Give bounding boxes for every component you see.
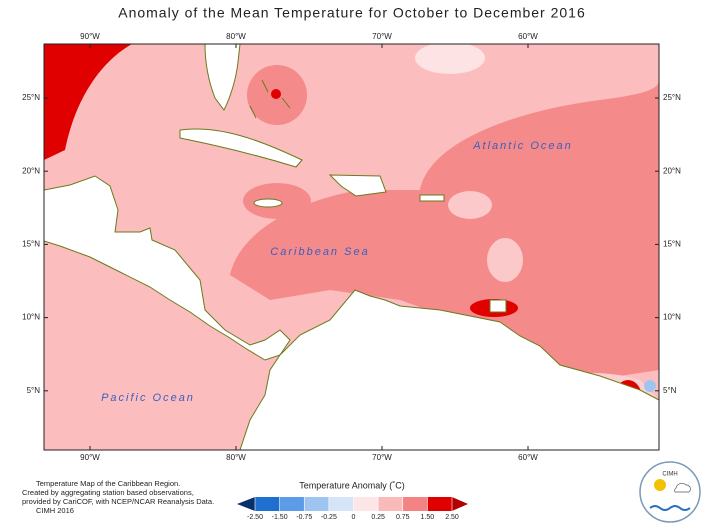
colorbar-label: -1.50 bbox=[272, 514, 288, 521]
caption-line: Temperature Map of the Caribbean Region. bbox=[36, 479, 180, 488]
anomaly-zone bbox=[644, 380, 656, 392]
land bbox=[328, 174, 387, 197]
lat-label: 15°N bbox=[22, 240, 40, 249]
lat-label: 20°N bbox=[22, 166, 40, 175]
colorbar-label: 0.25 bbox=[371, 514, 385, 521]
caption-line: provided by CariCOF, with NCEP/NCAR Rean… bbox=[22, 497, 214, 506]
logo-sun bbox=[654, 479, 666, 491]
colorbar-segment bbox=[353, 497, 379, 511]
colorbar-end bbox=[452, 497, 468, 511]
colorbar-segment bbox=[279, 497, 305, 511]
colorbar-label: -0.75 bbox=[296, 514, 312, 521]
map: 90°W 90°W 80°W 80°W 70°W 70°W 60°W 60°W 25°N 25°N… bbox=[22, 32, 681, 462]
anomaly-zone bbox=[487, 238, 523, 282]
lon-label: 60°W bbox=[518, 453, 538, 462]
colorbar-label: 0 bbox=[352, 514, 356, 521]
land bbox=[204, 44, 241, 111]
colorbar-segment bbox=[304, 497, 329, 511]
colorbar-label: 1.50 bbox=[421, 514, 435, 521]
colorbar-segment bbox=[255, 497, 280, 511]
logo-text: CIMH bbox=[662, 472, 677, 478]
logo-waves bbox=[649, 505, 691, 511]
sea-label: Caribbean Sea bbox=[270, 246, 369, 258]
lat-label: 5°N bbox=[663, 386, 677, 395]
anomaly-zone bbox=[230, 80, 659, 385]
land bbox=[249, 79, 291, 119]
colorbar-label: -0.25 bbox=[321, 514, 337, 521]
lon-label: 80°W bbox=[226, 453, 246, 462]
logo-cloud bbox=[674, 483, 691, 493]
lon-label: 80°W bbox=[226, 32, 246, 41]
ocean-label: Atlantic Ocean bbox=[472, 140, 573, 152]
lon-label: 60°W bbox=[518, 32, 538, 41]
lat-label: 15°N bbox=[663, 240, 681, 249]
land bbox=[44, 175, 291, 361]
map-frame bbox=[43, 43, 660, 451]
lat-label: 25°N bbox=[663, 93, 681, 102]
caption-line: CIMH 2016 bbox=[36, 506, 74, 515]
lon-label: 70°W bbox=[372, 453, 392, 462]
colorbar-segment bbox=[402, 497, 428, 511]
land bbox=[179, 128, 303, 168]
lon-label: 70°W bbox=[372, 32, 392, 41]
caption: Temperature Map of the Caribbean Region.… bbox=[22, 479, 214, 515]
legend-title: Temperature Anomaly (˚C) bbox=[299, 480, 405, 490]
anomaly-zone bbox=[44, 44, 132, 160]
lat-label: 10°N bbox=[663, 313, 681, 322]
caption-line: Created by aggregating station based obs… bbox=[22, 488, 194, 497]
map-title: Anomaly of the Mean Temperature for Octo… bbox=[118, 5, 586, 21]
colorbar-label: 2.50 bbox=[445, 514, 459, 521]
land bbox=[253, 198, 283, 208]
anomaly-zone bbox=[448, 191, 492, 219]
colorbar-segment bbox=[427, 497, 452, 511]
land bbox=[239, 289, 659, 450]
lon-label: 90°W bbox=[80, 453, 100, 462]
lat-label: 20°N bbox=[663, 166, 681, 175]
logo: CIMH bbox=[639, 461, 701, 523]
lon-label: 90°W bbox=[80, 32, 100, 41]
legend: Temperature Anomaly (˚C) -2.50 -1.50 -0.75… bbox=[237, 480, 468, 521]
anomaly-zone bbox=[415, 44, 485, 74]
land bbox=[419, 194, 445, 202]
land bbox=[489, 299, 507, 313]
colorbar-end bbox=[237, 497, 255, 511]
lat-label: 25°N bbox=[22, 93, 40, 102]
ocean-label: Pacific Ocean bbox=[101, 392, 195, 404]
anomaly-zone bbox=[271, 89, 281, 99]
colorbar-label: -2.50 bbox=[247, 514, 263, 521]
lat-label: 5°N bbox=[27, 386, 41, 395]
colorbar-label: 0.75 bbox=[396, 514, 410, 521]
colorbar-segment bbox=[328, 497, 354, 511]
colorbar-segment bbox=[378, 497, 403, 511]
lat-label: 10°N bbox=[22, 313, 40, 322]
